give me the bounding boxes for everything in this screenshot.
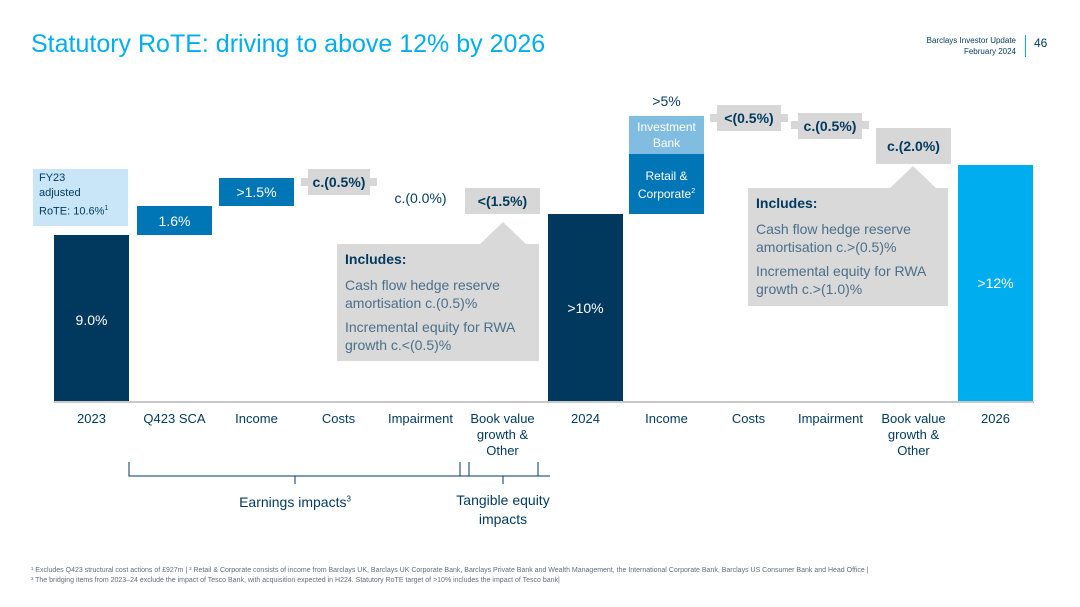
note-2026-line1: Cash flow hedge reserve amortisation c.>… [756,221,911,255]
note-2024-line1: Cash flow hedge reserve amortisation c.(… [345,277,500,311]
bar-label-2024: >10% [567,300,604,316]
bar-income-2026-retail-corporate [629,154,704,214]
x-label-2024: 2024 [571,411,600,426]
note-2026-heading: Includes: [756,195,818,211]
x-label-bv-2026: Book value growth & Other [881,411,946,458]
bar-label-bv-2026: c.(2.0%) [876,128,951,164]
bar-label-income-2024: >1.5% [236,184,277,200]
document-name: Barclays Investor Update [926,36,1016,45]
earnings-impacts-label: Earnings impacts3 [239,494,351,510]
bar-q423-sca [137,206,212,235]
retail-corporate-label: Retail & Corporate2 [637,169,696,201]
bar-label-q423-sca: 1.6% [158,212,191,229]
bar-label-bv-2024: <(1.5%) [465,188,540,214]
bar-2024 [548,214,623,401]
note-2026-pointer [888,166,938,190]
x-label-bv-2024: Book value growth & Other [470,411,535,458]
investment-bank-label: Investment Bank [637,120,696,150]
fy23-adjusted-note: FY23 adjusted RoTE: 10.6%1 [33,169,128,226]
bar-label-impairment-2026: c.(0.5%) [798,113,862,139]
fy23-line2: adjusted [39,187,81,199]
page-title: Statutory RoTE: driving to above 12% by … [31,30,546,58]
note-box-2026: Includes: Cash flow hedge reserve amorti… [748,188,948,306]
costs-2024-stub-right [369,178,377,186]
fy23-line1: FY23 [39,172,66,184]
bar-label-income-2026: >5% [652,93,681,109]
x-axis-line [54,401,1034,403]
note-2026-line2: Incremental equity for RWA growth c.>(1.… [756,263,926,297]
note-box-2024: Includes: Cash flow hedge reserve amorti… [337,244,539,361]
document-info: Barclays Investor Update February 2024 [927,35,1016,57]
note-2024-heading: Includes: [345,251,407,267]
x-label-impairment-2024: Impairment [387,411,454,426]
costs-2024-stub-left [301,178,309,186]
x-label-2023: 2023 [77,411,106,426]
x-label-costs-2026: Costs [731,411,766,426]
bar-2023 [54,235,129,401]
x-label-income-2026: Income [645,411,688,426]
tangible-equity-impacts-label: Tangible equity impacts [456,492,550,527]
impairment-2026-stub-left [791,121,799,129]
x-label-income-2024: Income [235,411,278,426]
fy23-line3: RoTE: 10.6%1 [39,205,109,218]
costs-2026-stub-right [780,114,788,122]
note-2024-pointer [478,222,528,246]
x-label-impairment-2026: Impairment [797,411,864,426]
note-2024-line2: Incremental equity for RWA growth c.<(0.… [345,319,515,353]
x-label-costs-2024: Costs [321,411,356,426]
document-date: February 2024 [963,47,1016,56]
bar-2026 [958,165,1033,401]
bar-income-2024 [219,178,294,206]
header-divider [1025,35,1026,57]
page-number: 46 [1034,36,1048,50]
bar-income-2026-investment-bank [629,116,704,154]
x-label-q423-sca: Q423 SCA [143,411,206,426]
impairment-2026-stub-right [861,121,869,129]
footnote-2: ³ The bridging items from 2023–24 exclud… [31,577,560,584]
costs-2026-stub-left [710,114,718,122]
footnote-1: ¹ Excludes Q423 structural cost actions … [31,567,869,574]
brackets [128,462,550,484]
x-label-2026: 2026 [981,411,1010,426]
bar-label-costs-2026: <(0.5%) [717,105,781,131]
bar-label-2023: 9.0% [75,312,108,328]
bar-label-2026: >12% [977,275,1014,291]
bar-label-costs-2024: c.(0.5%) [308,169,370,195]
bar-label-impairment-2024: c.(0.0%) [394,190,447,206]
